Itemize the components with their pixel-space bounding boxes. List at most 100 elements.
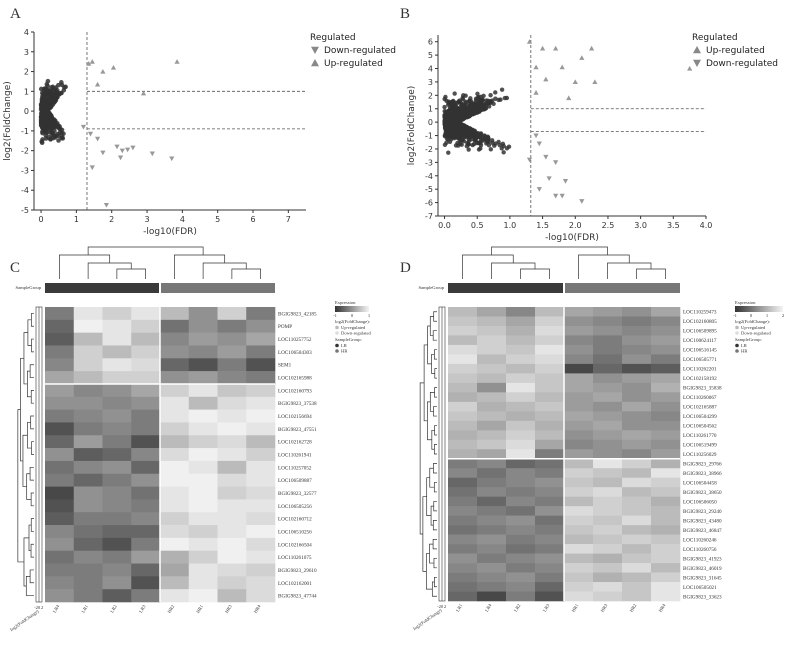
y-tick-label: -4 <box>21 186 29 195</box>
heatmap-cell <box>506 458 536 469</box>
sg-legend-marker <box>335 349 339 353</box>
heatmap-cell <box>73 396 103 410</box>
heatmap-cell <box>564 449 594 460</box>
legend-title: Regulated <box>310 33 356 43</box>
background-point <box>39 112 45 117</box>
heatmap-cell <box>506 477 536 488</box>
scale-tick: 2 <box>782 313 785 318</box>
row-dendrogram <box>20 357 24 462</box>
heatmap-cell <box>102 537 132 551</box>
fc-legend-title: log2(FoldChange): <box>735 319 770 324</box>
heatmap-cell <box>477 534 507 545</box>
background-point <box>43 128 49 134</box>
row-dendrogram <box>31 441 34 455</box>
heatmap-cell <box>622 563 652 573</box>
heatmap-cell <box>45 332 75 346</box>
column-dendrogram <box>116 268 146 279</box>
heatmap-cell <box>622 544 652 554</box>
background-point <box>452 91 457 96</box>
heatmap-cell <box>651 553 681 564</box>
column-dendrogram <box>491 262 536 279</box>
heatmap-cell <box>160 525 190 539</box>
y-tick-label: -2 <box>425 145 433 154</box>
heatmap-cell <box>564 430 594 441</box>
heatmap-cell <box>73 512 103 526</box>
heatmap-cell <box>564 534 594 545</box>
heatmap-cell <box>102 422 132 436</box>
x-tick-label: 0.0 <box>438 221 451 230</box>
heatmap-cell <box>448 477 478 488</box>
heatmap-cell <box>593 439 623 450</box>
heatmap-cell <box>535 468 565 479</box>
sg-legend-entry: HR <box>741 349 748 354</box>
heatmap-cell <box>131 486 161 500</box>
heatmap-cell <box>506 572 536 583</box>
heatmap-cell <box>448 496 478 507</box>
x-tick-label: 2.0 <box>569 221 582 230</box>
row-label: LOC106505021 <box>683 585 717 591</box>
background-point <box>473 135 478 141</box>
fc-legend-marker <box>735 325 739 330</box>
heatmap-cell <box>217 525 247 539</box>
row-label: LOC110261770 <box>683 433 717 439</box>
background-point <box>38 102 44 107</box>
sg-legend-entry: LR <box>341 343 348 348</box>
heatmap-cell <box>535 572 565 583</box>
background-point <box>475 91 480 97</box>
down-regulated-point <box>536 187 542 192</box>
heatmap-cell <box>651 363 681 374</box>
heatmap-cell <box>651 325 681 336</box>
heatmap-cell <box>45 358 75 372</box>
scale-tick: -1 <box>333 313 338 318</box>
heatmap-cell <box>188 460 218 475</box>
row-label: LOC102160712 <box>278 517 312 523</box>
row-label: LOC110261075 <box>278 555 312 561</box>
heatmap-cell <box>188 448 218 462</box>
panel-c: C SampleGroup BGIG9823_42185 POMP LOC110257… <box>0 246 400 671</box>
heatmap-cell <box>217 550 247 564</box>
heatmap-cell <box>506 335 536 346</box>
heatmap-cell <box>535 373 565 384</box>
y-tick-label: 4 <box>24 28 29 37</box>
heatmap-cell <box>45 512 75 526</box>
sample-group-bar-hr <box>565 283 680 293</box>
row-dendrogram <box>17 409 24 563</box>
heatmap-cell <box>564 506 594 516</box>
heatmap-cell <box>593 582 623 592</box>
heatmap-cell <box>651 544 681 554</box>
background-point <box>469 111 474 116</box>
row-label: LOC102160793 <box>278 388 312 394</box>
down-regulated-point <box>89 165 95 171</box>
background-point <box>458 117 464 122</box>
row-label: LOC106509887 <box>278 478 312 484</box>
heatmap-cell <box>593 458 623 469</box>
volcano-plot-b: 0.0 0.5 1.0 1.5 2.0 2.5 3.0 3.5 4.0 -7 -6 -5 -4 -3 -2 -… <box>407 33 778 243</box>
heatmap-cell <box>102 396 132 410</box>
heatmap-cell <box>535 582 565 592</box>
heatmap-cell <box>188 550 218 564</box>
heatmap-cell <box>535 487 565 497</box>
background-point <box>488 93 493 98</box>
heatmap-cell <box>564 344 594 355</box>
x-axis-label: -log10(FDR) <box>143 227 197 237</box>
heatmap-cell <box>593 534 623 545</box>
heatmap-cell <box>535 439 565 450</box>
up-regulated-point <box>589 45 595 51</box>
heatmap-cell <box>651 307 681 317</box>
heatmap-cell <box>535 307 565 317</box>
panel-d: D SampleGroup LOC110259473 LOC102160805 LOC… <box>400 246 793 671</box>
heatmap-cell <box>564 487 594 497</box>
heatmap-cell <box>564 544 594 554</box>
heatmap-cell <box>160 409 190 423</box>
heatmap-cell <box>217 448 247 462</box>
legend-entry: Up-regulated <box>706 46 765 56</box>
heatmap-cell <box>593 382 623 393</box>
y-tick-label: -5 <box>425 185 433 194</box>
heatmap-cell <box>535 316 565 327</box>
heatmap-cell <box>535 325 565 336</box>
sg-legend-title: SampleGroup: <box>335 337 362 342</box>
row-label: LOC110259473 <box>683 310 717 316</box>
row-dendrogram <box>25 575 34 596</box>
row-label: LOC106504299 <box>683 414 717 420</box>
heatmap-cell <box>535 591 565 602</box>
